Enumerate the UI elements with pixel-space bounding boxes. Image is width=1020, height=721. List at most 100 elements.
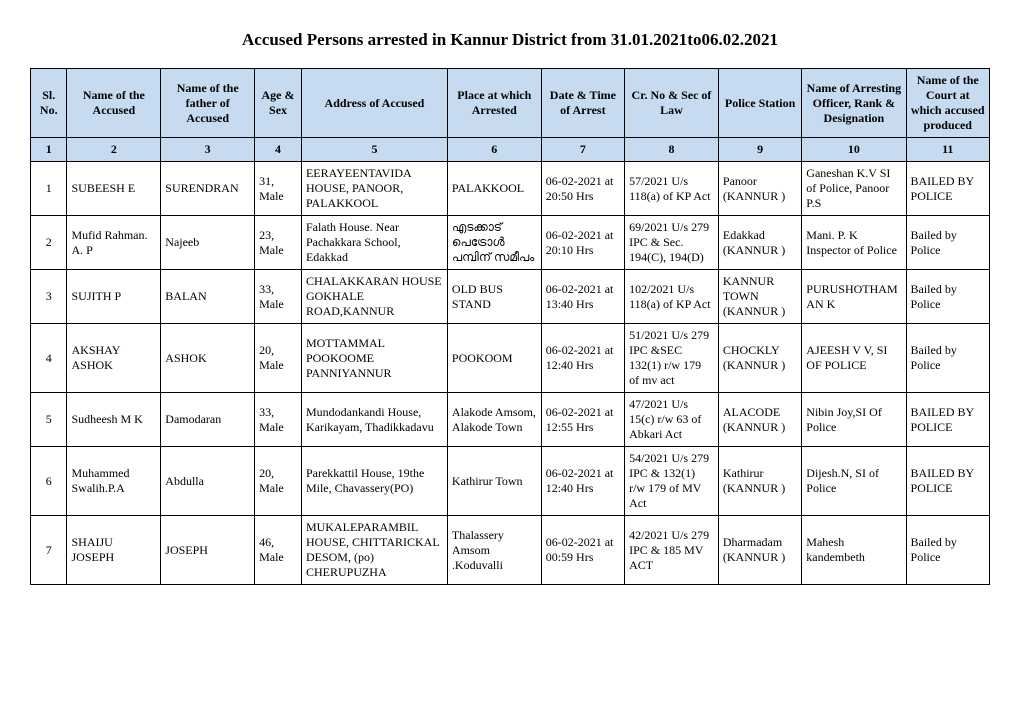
col-number: 1 (31, 138, 67, 162)
table-cell: 20, Male (255, 324, 302, 393)
table-cell: BAILED BY POLICE (906, 162, 989, 216)
table-cell: 6 (31, 447, 67, 516)
table-cell: MUKALEPARAMBIL HOUSE, CHITTARICKAL DESOM… (301, 516, 447, 585)
table-cell: Kathirur Town (447, 447, 541, 516)
table-cell: Parekkattil House, 19the Mile, Chavasser… (301, 447, 447, 516)
col-number: 7 (541, 138, 624, 162)
table-cell: JOSEPH (161, 516, 255, 585)
table-cell: Nibin Joy,SI Of Police (802, 393, 906, 447)
col-number: 2 (67, 138, 161, 162)
table-cell: Mahesh kandembeth (802, 516, 906, 585)
table-cell: 5 (31, 393, 67, 447)
col-number: 3 (161, 138, 255, 162)
table-cell: Dijesh.N, SI of Police (802, 447, 906, 516)
table-cell: Bailed by Police (906, 516, 989, 585)
table-cell: 06-02-2021 at 12:55 Hrs (541, 393, 624, 447)
table-row: 5Sudheesh M KDamodaran33, MaleMundodanka… (31, 393, 990, 447)
col-header: Date & Time of Arrest (541, 69, 624, 138)
col-header: Police Station (718, 69, 801, 138)
table-cell: 54/2021 U/s 279 IPC & 132(1) r/w 179 of … (625, 447, 719, 516)
table-cell: Bailed by Police (906, 216, 989, 270)
table-cell: EERAYEENTAVIDA HOUSE, PANOOR, PALAKKOOL (301, 162, 447, 216)
header-row: Sl. No. Name of the Accused Name of the … (31, 69, 990, 138)
table-cell: 31, Male (255, 162, 302, 216)
table-cell: Panoor (KANNUR ) (718, 162, 801, 216)
table-cell: SURENDRAN (161, 162, 255, 216)
col-number: 5 (301, 138, 447, 162)
table-cell: Damodaran (161, 393, 255, 447)
table-cell: 102/2021 U/s 118(a) of KP Act (625, 270, 719, 324)
arrest-table: Sl. No. Name of the Accused Name of the … (30, 68, 990, 585)
table-row: 2Mufid Rahman. A. PNajeeb23, MaleFalath … (31, 216, 990, 270)
col-number: 9 (718, 138, 801, 162)
table-cell: Edakkad (KANNUR ) (718, 216, 801, 270)
table-cell: 4 (31, 324, 67, 393)
table-cell: 7 (31, 516, 67, 585)
col-header: Cr. No & Sec of Law (625, 69, 719, 138)
table-cell: Falath House. Near Pachakkara School, Ed… (301, 216, 447, 270)
table-cell: Abdulla (161, 447, 255, 516)
table-cell: 57/2021 U/s 118(a) of KP Act (625, 162, 719, 216)
table-cell: Ganeshan K.V SI of Police, Panoor P.S (802, 162, 906, 216)
table-cell: 69/2021 U/s 279 IPC & Sec. 194(C), 194(D… (625, 216, 719, 270)
table-cell: 47/2021 U/s 15(c) r/w 63 of Abkari Act (625, 393, 719, 447)
col-header: Age & Sex (255, 69, 302, 138)
table-cell: Najeeb (161, 216, 255, 270)
col-number: 4 (255, 138, 302, 162)
table-cell: 2 (31, 216, 67, 270)
table-cell: SHAIJU JOSEPH (67, 516, 161, 585)
table-cell: Muhammed Swalih.P.A (67, 447, 161, 516)
col-number: 10 (802, 138, 906, 162)
table-cell: Alakode Amsom, Alakode Town (447, 393, 541, 447)
table-cell: 3 (31, 270, 67, 324)
col-header: Name of the Court at which accused produ… (906, 69, 989, 138)
table-cell: BAILED BY POLICE (906, 393, 989, 447)
table-cell: Dharmadam (KANNUR ) (718, 516, 801, 585)
table-cell: എടക്കാട് പെട്രോൾ പമ്പിന് സമീപം (447, 216, 541, 270)
table-cell: 51/2021 U/s 279 IPC &SEC 132(1) r/w 179 … (625, 324, 719, 393)
col-number: 11 (906, 138, 989, 162)
table-cell: BAILED BY POLICE (906, 447, 989, 516)
table-cell: 42/2021 U/s 279 IPC & 185 MV ACT (625, 516, 719, 585)
table-cell: CHALAKKARAN HOUSE GOKHALE ROAD,KANNUR (301, 270, 447, 324)
col-header: Address of Accused (301, 69, 447, 138)
table-cell: Mufid Rahman. A. P (67, 216, 161, 270)
table-cell: AKSHAY ASHOK (67, 324, 161, 393)
table-cell: AJEESH V V, SI OF POLICE (802, 324, 906, 393)
table-cell: 06-02-2021 at 12:40 Hrs (541, 324, 624, 393)
col-header: Place at which Arrested (447, 69, 541, 138)
table-cell: KANNUR TOWN (KANNUR ) (718, 270, 801, 324)
table-row: 1SUBEESH ESURENDRAN31, MaleEERAYEENTAVID… (31, 162, 990, 216)
table-cell: 06-02-2021 at 20:50 Hrs (541, 162, 624, 216)
table-cell: Thalassery Amsom .Koduvalli (447, 516, 541, 585)
table-cell: Kathirur (KANNUR ) (718, 447, 801, 516)
table-cell: 06-02-2021 at 20:10 Hrs (541, 216, 624, 270)
table-cell: 33, Male (255, 270, 302, 324)
table-cell: 46, Male (255, 516, 302, 585)
table-cell: PALAKKOOL (447, 162, 541, 216)
table-cell: OLD BUS STAND (447, 270, 541, 324)
table-row: 7SHAIJU JOSEPHJOSEPH46, MaleMUKALEPARAMB… (31, 516, 990, 585)
table-cell: ALACODE (KANNUR ) (718, 393, 801, 447)
table-cell: POOKOOM (447, 324, 541, 393)
table-cell: Bailed by Police (906, 270, 989, 324)
table-cell: Mani. P. K Inspector of Police (802, 216, 906, 270)
header-number-row: 1 2 3 4 5 6 7 8 9 10 11 (31, 138, 990, 162)
table-cell: MOTTAMMAL POOKOOME PANNIYANNUR (301, 324, 447, 393)
table-body: 1SUBEESH ESURENDRAN31, MaleEERAYEENTAVID… (31, 162, 990, 585)
col-header: Name of the father of Accused (161, 69, 255, 138)
table-cell: 06-02-2021 at 12:40 Hrs (541, 447, 624, 516)
table-cell: PURUSHOTHAMAN K (802, 270, 906, 324)
table-row: 4AKSHAY ASHOKASHOK20, MaleMOTTAMMAL POOK… (31, 324, 990, 393)
page-title: Accused Persons arrested in Kannur Distr… (30, 30, 990, 50)
col-header: Name of Arresting Officer, Rank & Design… (802, 69, 906, 138)
col-header: Sl. No. (31, 69, 67, 138)
table-cell: ASHOK (161, 324, 255, 393)
table-cell: Mundodankandi House, Karikayam, Thadikka… (301, 393, 447, 447)
table-cell: SUJITH P (67, 270, 161, 324)
col-header: Name of the Accused (67, 69, 161, 138)
table-cell: 1 (31, 162, 67, 216)
table-cell: 20, Male (255, 447, 302, 516)
table-cell: SUBEESH E (67, 162, 161, 216)
table-cell: BALAN (161, 270, 255, 324)
